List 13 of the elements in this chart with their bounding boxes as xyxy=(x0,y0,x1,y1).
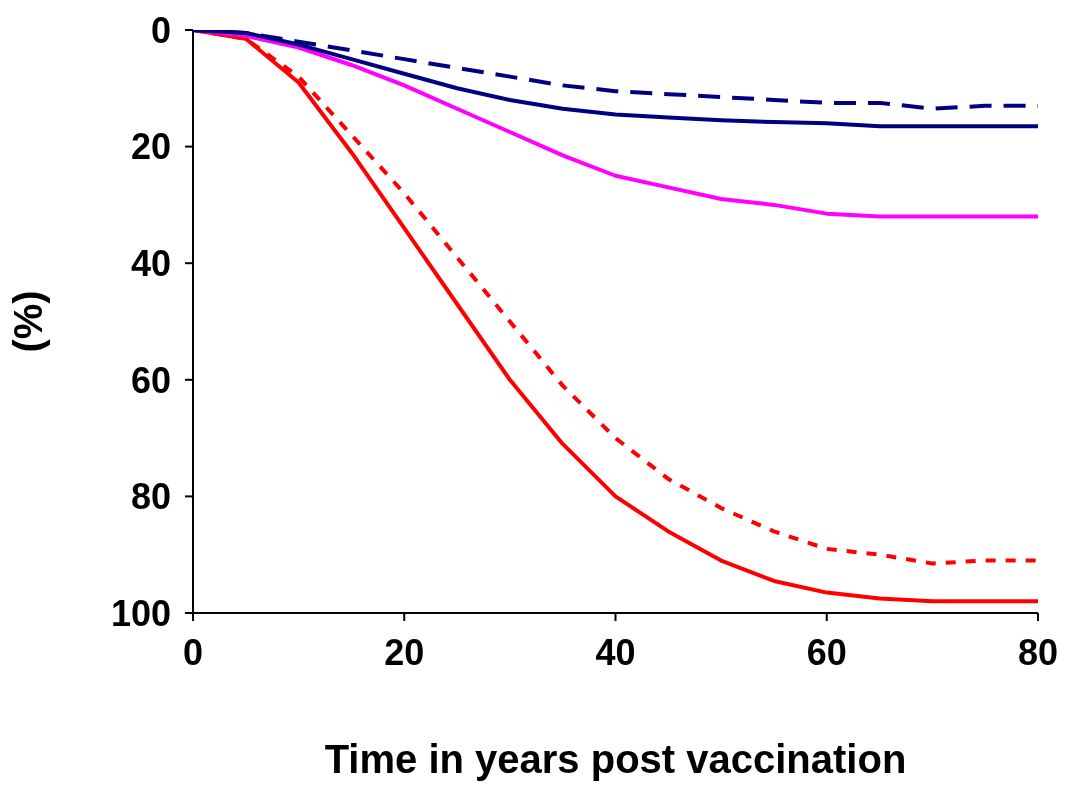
y-tick-label: 40 xyxy=(130,242,171,284)
x-tick-label: 60 xyxy=(806,631,847,673)
y-tick-label: 80 xyxy=(130,476,171,518)
x-axis-title: Time in years post vaccination xyxy=(324,737,907,781)
y-tick-label: 100 xyxy=(110,592,171,634)
y-tick-label: 0 xyxy=(150,9,171,51)
y-axis-title: (%) xyxy=(6,290,51,353)
y-tick-label: 20 xyxy=(130,126,171,168)
x-tick-label: 40 xyxy=(595,631,636,673)
x-tick-label: 0 xyxy=(182,631,204,673)
x-tick-label: 80 xyxy=(1017,631,1059,673)
x-tick-label: 20 xyxy=(384,631,425,673)
y-tick-label: 60 xyxy=(130,359,171,401)
